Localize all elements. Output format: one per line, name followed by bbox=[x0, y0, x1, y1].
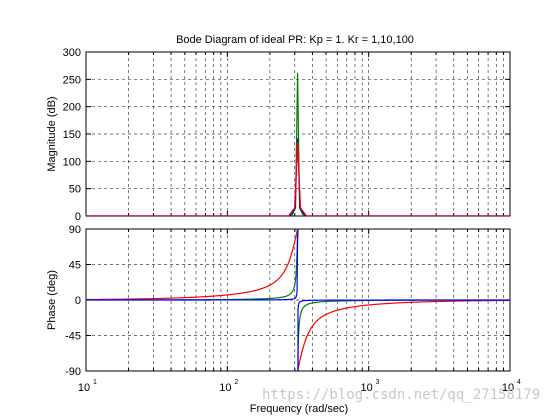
magnitude-series-line bbox=[86, 142, 510, 216]
magnitude-y-tick-label: 250 bbox=[63, 74, 81, 86]
magnitude-y-tick-label: 200 bbox=[63, 102, 81, 114]
magnitude-series-line bbox=[86, 72, 510, 216]
x-axis-title: Frequency (rad/sec) bbox=[250, 403, 348, 415]
x-tick-label: 10 bbox=[219, 382, 231, 394]
x-tick-exponent: 1 bbox=[93, 379, 97, 386]
phase-y-tick-label: 0 bbox=[75, 295, 81, 307]
watermark: https://blog.csdn.net/qq_27158179 bbox=[262, 387, 541, 403]
phase-y-tick-label: -45 bbox=[65, 331, 81, 343]
x-tick-label: 10 bbox=[78, 382, 90, 394]
x-tick-label: 10 bbox=[502, 382, 514, 394]
magnitude-y-tick-label: 150 bbox=[63, 129, 81, 141]
phase-y-tick-label: -90 bbox=[65, 366, 81, 378]
phase-y-tick-label: 90 bbox=[69, 224, 81, 236]
magnitude-y-tick-label: 0 bbox=[75, 211, 81, 223]
x-tick-label: 10 bbox=[361, 382, 373, 394]
magnitude-y-tick-label: 100 bbox=[63, 156, 81, 168]
phase-series-line bbox=[86, 229, 510, 371]
magnitude-y-tick-label: 50 bbox=[69, 184, 81, 196]
phase-series-line bbox=[86, 229, 510, 371]
phase-panel: -90 -45 0 45 90 Phase (deg) bbox=[46, 224, 511, 378]
magnitude-y-axis-title: Magnitude (dB) bbox=[46, 96, 58, 171]
chart-title: Bode Diagram of ideal PR: Kp = 1. Kr = 1… bbox=[176, 34, 414, 46]
magnitude-series-line bbox=[86, 138, 510, 216]
phase-y-tick-label: 45 bbox=[69, 260, 81, 272]
x-tick-exponent: 4 bbox=[517, 379, 521, 386]
magnitude-y-tick-label: 300 bbox=[63, 47, 81, 59]
x-tick-exponent: 2 bbox=[234, 379, 238, 386]
magnitude-panel: 0 50 100 150 200 250 300 Magnitude (dB) bbox=[46, 47, 511, 223]
x-tick-exponent: 3 bbox=[376, 379, 380, 386]
phase-y-axis-title: Phase (deg) bbox=[46, 270, 58, 330]
